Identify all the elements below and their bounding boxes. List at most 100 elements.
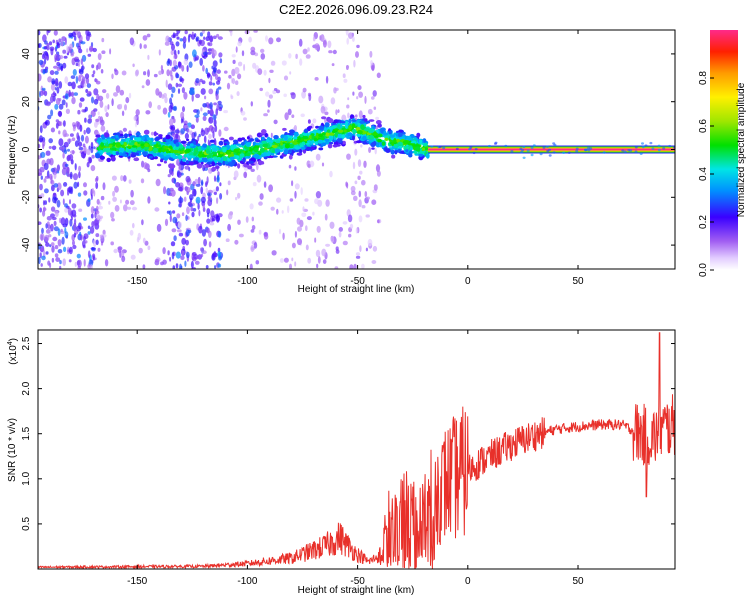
- spectrogram-cell: [302, 135, 309, 140]
- spectrogram-cell: [275, 140, 281, 144]
- spectrogram-cell: [197, 153, 203, 157]
- spectrogram-cell: [77, 76, 82, 82]
- spectrogram-cell: [294, 183, 300, 190]
- spectrogram-cell: [199, 57, 203, 66]
- spectrogram-cell: [164, 96, 168, 104]
- spectrogram-cell: [86, 48, 89, 53]
- spectrogram-cell: [59, 265, 62, 269]
- spectrogram-cell: [110, 211, 115, 219]
- spectrogram-cell: [293, 132, 299, 137]
- spectrogram-cell: [67, 154, 72, 161]
- spectrogram-cell: [334, 132, 338, 138]
- spectrogram-cell: [355, 252, 361, 256]
- spectrogram-cell: [357, 85, 362, 91]
- spectrogram-cell: [348, 233, 352, 238]
- spectrogram-cell: [162, 148, 167, 152]
- spectrogram-cell: [272, 144, 278, 149]
- spectrogram-cell: [216, 197, 219, 205]
- spectrogram-cell: [334, 128, 339, 131]
- spectrogram-cell: [283, 75, 289, 81]
- spectrogram-cell: [179, 76, 183, 83]
- spectrogram-cell: [388, 130, 393, 135]
- spectrogram-cell: [200, 196, 206, 204]
- spectrogram-cell: [250, 229, 255, 233]
- spectrogram-cell: [369, 50, 373, 58]
- spectrogram-cell: [230, 95, 234, 100]
- spectrogram-cell: [83, 182, 87, 188]
- spectrogram-cell: [228, 74, 232, 79]
- spectrogram-cell: [195, 196, 201, 204]
- spectrogram-cell: [72, 150, 75, 155]
- spectrogram-cell: [372, 126, 376, 129]
- spectrogram-cell: [54, 245, 59, 250]
- spectrogram-cell: [250, 50, 256, 56]
- spectrogram-cell: [332, 49, 337, 55]
- spectrogram-cell: [66, 166, 70, 172]
- spectrogram-cell: [184, 30, 188, 35]
- spectrogram-cell: [217, 36, 223, 40]
- spectrogram-cell: [200, 161, 204, 165]
- spectrogram-cell: [181, 237, 187, 245]
- spectrogram-cell: [130, 254, 136, 260]
- spectrogram-cell: [346, 153, 351, 160]
- spectrogram-cell: [324, 111, 329, 116]
- spectrogram-cell: [242, 157, 246, 163]
- spectrogram-cell: [255, 139, 261, 143]
- spectrogram-cell: [87, 250, 91, 258]
- spectrogram-cell: [174, 129, 180, 134]
- spectrogram-cell: [206, 161, 213, 165]
- spectrogram-cell: [173, 149, 179, 154]
- spectrogram-cell: [131, 148, 138, 153]
- spectrogram-cell: [179, 150, 184, 154]
- spectrogram-cell: [172, 216, 178, 224]
- spectrogram-cell: [271, 250, 277, 256]
- spectrogram-cell: [314, 237, 317, 243]
- spectrogram-cell: [315, 153, 321, 161]
- spectrogram-cell: [177, 50, 180, 55]
- spectrogram-cell: [216, 33, 220, 38]
- spectrogram-cell: [338, 227, 343, 232]
- spectrogram-cell: [307, 257, 312, 264]
- spectrogram-cell: [364, 95, 367, 104]
- spectrogram-cell: [43, 178, 47, 183]
- spectrogram-cell: [81, 65, 84, 73]
- spectrogram-cell: [216, 157, 222, 161]
- spectrogram-cell: [371, 96, 375, 100]
- spectrogram-cell: [66, 45, 69, 53]
- spectrogram-cell: [312, 36, 316, 42]
- spectrogram-cell: [150, 131, 155, 136]
- spectrogram-cell: [155, 136, 161, 141]
- spectrogram-cell: [89, 226, 95, 234]
- spectrogram-cell: [345, 30, 349, 36]
- spectrogram-cell: [318, 147, 324, 151]
- spectrogram-cell: [403, 145, 408, 149]
- spectrogram-cell: [54, 81, 59, 87]
- spectrogram-cell: [282, 127, 287, 131]
- spectrogram-cell: [133, 115, 137, 121]
- spectrogram-cell: [348, 118, 352, 124]
- spectrogram-cell: [133, 157, 140, 162]
- spectrogram-cell: [123, 204, 128, 212]
- spectrogram-cell: [323, 127, 327, 133]
- spectrogram-cell: [406, 137, 413, 141]
- spectrogram-cell: [177, 61, 181, 68]
- spectrogram-cell: [188, 155, 195, 159]
- spectrogram-cell: [307, 119, 311, 124]
- spectrogram-cell: [251, 225, 256, 230]
- spectrogram-cell: [217, 100, 222, 105]
- spectrogram-cell: [322, 40, 327, 48]
- spectrogram-cell: [118, 136, 125, 139]
- spectrogram-cell: [359, 245, 362, 253]
- spectrogram-cell: [320, 106, 326, 114]
- spectrogram-cell: [168, 201, 171, 205]
- spectrogram-cell: [169, 118, 174, 127]
- spectrogram-cell: [98, 205, 103, 210]
- spectrogram-cell: [304, 198, 309, 202]
- snr-multiplier-close: ): [8, 338, 19, 341]
- spectrogram-cell: [60, 228, 63, 233]
- spectrogram-cell: [228, 162, 235, 167]
- spectrogram-cell: [296, 152, 303, 156]
- spectrogram-cell: [122, 127, 127, 132]
- spectrogram-cell: [45, 251, 49, 255]
- spectrogram-cell: [191, 211, 195, 218]
